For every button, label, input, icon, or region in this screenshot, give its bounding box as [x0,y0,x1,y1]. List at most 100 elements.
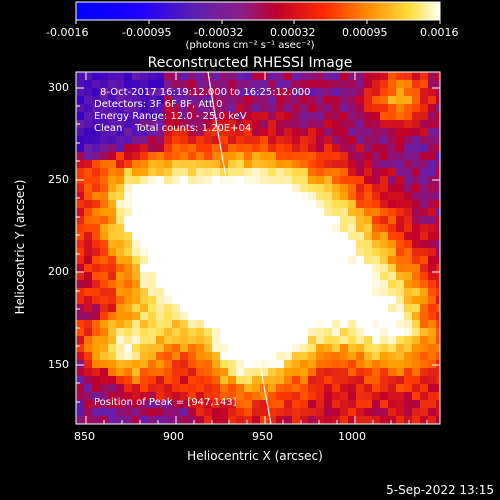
image-pixel [180,272,188,280]
image-pixel [116,80,124,88]
image-pixel [108,416,116,424]
image-pixel [396,112,404,120]
image-pixel [292,160,300,168]
image-pixel [164,256,172,264]
image-pixel [164,136,172,144]
image-pixel [164,264,172,272]
image-pixel [212,264,220,272]
image-pixel [340,216,348,224]
image-pixel [380,344,388,352]
image-pixel [348,320,356,328]
image-pixel [244,104,252,112]
image-pixel [268,176,276,184]
image-pixel [412,312,420,320]
image-pixel [188,168,196,176]
image-pixel [420,240,428,248]
image-pixel [356,72,364,80]
image-pixel [316,392,324,400]
image-pixel [332,248,340,256]
image-pixel [84,216,92,224]
image-pixel [172,224,180,232]
image-pixel [364,224,372,232]
image-pixel [284,160,292,168]
image-pixel [76,160,84,168]
image-pixel [108,72,116,80]
image-pixel [316,288,324,296]
image-pixel [124,168,132,176]
image-pixel [364,176,372,184]
image-pixel [100,304,108,312]
y-axis-label: Heliocentric Y (arcsec) [13,179,27,315]
image-pixel [428,376,436,384]
image-pixel [364,280,372,288]
image-pixel [268,224,276,232]
image-pixel [100,72,108,80]
image-pixel [84,192,92,200]
image-pixel [76,224,84,232]
image-pixel [108,272,116,280]
image-pixel [92,184,100,192]
image-pixel [260,104,268,112]
image-pixel [420,168,428,176]
image-pixel [356,104,364,112]
image-pixel [164,232,172,240]
image-pixel [268,96,276,104]
image-pixel [412,184,420,192]
image-pixel [300,216,308,224]
image-pixel [380,400,388,408]
image-pixel [188,80,196,88]
image-pixel [388,104,396,112]
image-pixel [140,144,148,152]
image-pixel [340,200,348,208]
image-pixel [92,304,100,312]
image-pixel [76,392,84,400]
image-pixel [404,264,412,272]
image-pixel [108,320,116,328]
image-pixel [308,256,316,264]
image-pixel [308,104,316,112]
image-pixel [420,392,428,400]
image-pixel [212,344,220,352]
image-pixel [260,128,268,136]
image-pixel [156,272,164,280]
image-pixel [308,288,316,296]
image-pixel [404,224,412,232]
image-pixel [164,200,172,208]
image-pixel [164,280,172,288]
image-pixel [404,120,412,128]
image-pixel [196,160,204,168]
image-pixel [100,80,108,88]
image-pixel [236,152,244,160]
image-pixel [236,296,244,304]
image-pixel [348,168,356,176]
image-pixel [188,344,196,352]
image-pixel [188,192,196,200]
image-pixel [324,328,332,336]
image-pixel [300,400,308,408]
image-pixel [340,384,348,392]
image-pixel [196,104,204,112]
image-pixel [332,384,340,392]
image-pixel [260,264,268,272]
image-pixel [164,320,172,328]
image-pixel [348,272,356,280]
image-pixel [132,384,140,392]
image-pixel [124,376,132,384]
image-pixel [108,160,116,168]
image-pixel [124,400,132,408]
image-pixel [380,280,388,288]
image-pixel [404,248,412,256]
image-pixel [260,408,268,416]
image-pixel [212,256,220,264]
image-pixel [356,408,364,416]
image-pixel [268,280,276,288]
image-pixel [148,336,156,344]
image-pixel [204,192,212,200]
image-pixel [372,80,380,88]
image-pixel [292,144,300,152]
image-pixel [260,328,268,336]
image-pixel [396,384,404,392]
image-pixel [108,280,116,288]
image-pixel [156,384,164,392]
image-pixel [92,272,100,280]
